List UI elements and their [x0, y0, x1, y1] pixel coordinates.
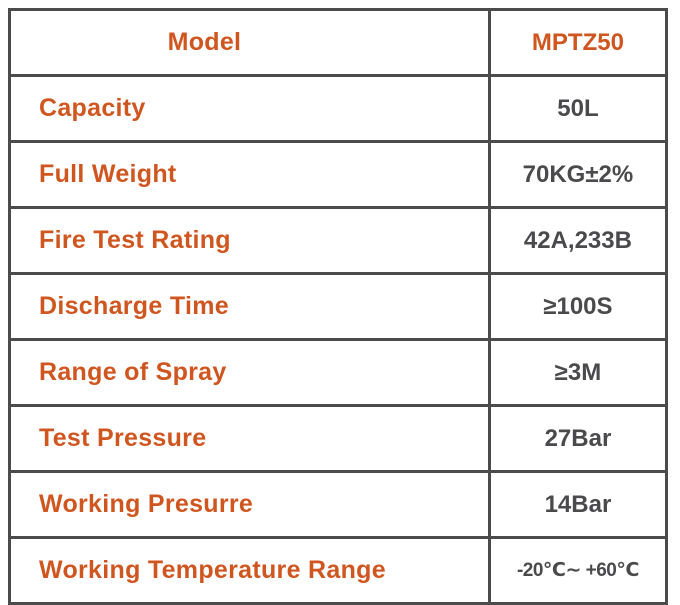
table-row-fire-test-rating: Fire Test Rating 42A,233B [8, 206, 669, 275]
table-row-discharge-time: Discharge Time ≥100S [8, 272, 669, 341]
spec-value-range-of-spray: ≥3M [487, 338, 669, 407]
spec-label-model: Model [8, 8, 491, 77]
spec-value-fire-test-rating: 42A,233B [487, 206, 669, 275]
spec-label-range-of-spray: Range of Spray [8, 338, 491, 407]
table-row-range-of-spray: Range of Spray ≥3M [8, 338, 669, 407]
spec-value-capacity: 50L [487, 74, 669, 143]
table-row-working-pressure: Working Presurre 14Bar [8, 470, 669, 539]
spec-label-full-weight: Full Weight [8, 140, 491, 209]
table-row-full-weight: Full Weight 70KG±2% [8, 140, 669, 209]
spec-value-model: MPTZ50 [487, 8, 669, 77]
table-row-capacity: Capacity 50L [8, 74, 669, 143]
specification-table: Model MPTZ50 Capacity 50L Full Weight 70… [8, 8, 669, 605]
table-row-model: Model MPTZ50 [8, 8, 669, 77]
spec-label-test-pressure: Test Pressure [8, 404, 491, 473]
table-row-test-pressure: Test Pressure 27Bar [8, 404, 669, 473]
spec-value-discharge-time: ≥100S [487, 272, 669, 341]
spec-value-test-pressure: 27Bar [487, 404, 669, 473]
spec-value-working-temperature-range: -20℃∼ +60℃ [487, 536, 669, 605]
spec-value-full-weight: 70KG±2% [487, 140, 669, 209]
spec-label-discharge-time: Discharge Time [8, 272, 491, 341]
spec-label-working-pressure: Working Presurre [8, 470, 491, 539]
spec-label-capacity: Capacity [8, 74, 491, 143]
spec-value-working-pressure: 14Bar [487, 470, 669, 539]
table-row-working-temperature-range: Working Temperature Range -20℃∼ +60℃ [8, 536, 669, 605]
spec-label-fire-test-rating: Fire Test Rating [8, 206, 491, 275]
spec-label-working-temperature-range: Working Temperature Range [8, 536, 491, 605]
